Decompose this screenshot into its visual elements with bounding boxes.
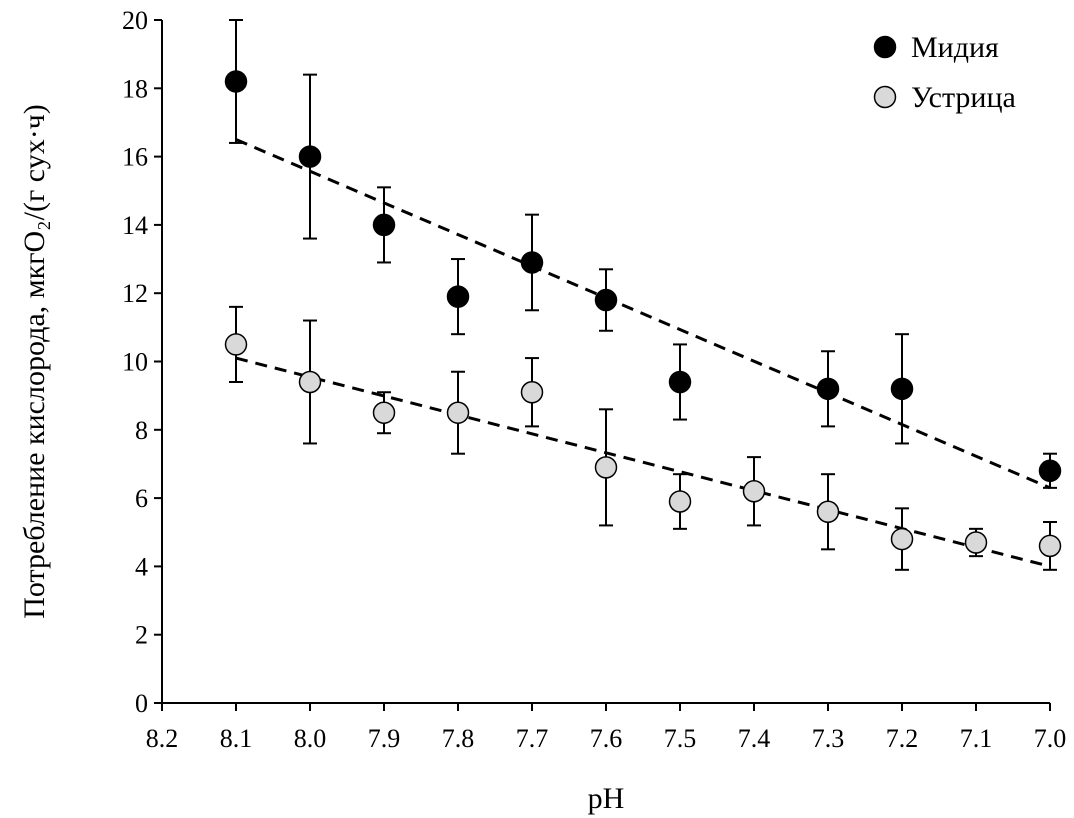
x-tick-label: 8.1 (220, 724, 253, 753)
data-point-series-0 (1040, 460, 1061, 481)
y-tick-label: 14 (122, 211, 148, 240)
x-axis-title: pH (588, 782, 625, 815)
y-axis-title: Потребление кислорода, мкгO₂/(г сух·ч) (18, 104, 51, 619)
legend-marker (875, 37, 896, 58)
legend-marker (875, 87, 896, 108)
data-point-series-1 (744, 481, 765, 502)
data-point-series-1 (818, 501, 839, 522)
x-tick-label: 8.2 (146, 724, 179, 753)
legend-label: Устрица (911, 81, 1016, 114)
trend-lines (236, 140, 1050, 567)
legend-label: Мидия (911, 31, 999, 64)
trend-line-series-0 (236, 140, 1050, 488)
y-tick-label: 0 (135, 689, 148, 718)
x-tick-label: 8.0 (294, 724, 327, 753)
x-tick-label: 7.5 (664, 724, 697, 753)
y-tick-label: 20 (122, 6, 148, 35)
y-tick-label: 18 (122, 74, 148, 103)
x-tick-label: 7.4 (738, 724, 771, 753)
data-point-series-0 (892, 378, 913, 399)
x-tick-label: 7.2 (886, 724, 919, 753)
x-tick-label: 7.0 (1034, 724, 1067, 753)
legend-item: Мидия (875, 31, 1000, 64)
data-point-series-1 (670, 491, 691, 512)
x-tick-label: 7.7 (516, 724, 549, 753)
y-tick-label: 2 (135, 621, 148, 650)
y-tick-label: 8 (135, 416, 148, 445)
x-tick-label: 7.9 (368, 724, 401, 753)
y-tick-label: 16 (122, 143, 148, 172)
y-tick-label: 4 (135, 552, 148, 581)
y-tick-label: 10 (122, 348, 148, 377)
legend-item: Устрица (875, 81, 1016, 114)
data-point-series-1 (522, 382, 543, 403)
data-point-series-1 (966, 532, 987, 553)
data-point-series-1 (300, 371, 321, 392)
data-point-series-1 (596, 457, 617, 478)
data-point-series-1 (448, 402, 469, 423)
data-point-series-1 (1040, 535, 1061, 556)
data-point-series-1 (892, 529, 913, 550)
data-point-series-0 (596, 290, 617, 311)
y-tick-label: 6 (135, 484, 148, 513)
data-point-series-0 (818, 378, 839, 399)
x-tick-label: 7.6 (590, 724, 623, 753)
legend: Мидия Устрица (875, 31, 1016, 114)
data-point-series-1 (374, 402, 395, 423)
data-point-series-0 (522, 252, 543, 273)
x-tick-label: 7.8 (442, 724, 475, 753)
y-tick-label: 12 (122, 279, 148, 308)
axes: 0 2 4 6 8 10 12 14 16 18 20 8.2 8.1 8.0 7.9 7.8 7.7 7.6 7.… (122, 6, 1066, 753)
data-point-series-0 (300, 146, 321, 167)
data-point-series-1 (226, 334, 247, 355)
data-point-series-0 (374, 214, 395, 235)
data-point-series-0 (670, 371, 691, 392)
x-tick-label: 7.1 (960, 724, 993, 753)
data-point-series-0 (448, 286, 469, 307)
trend-line-series-1 (236, 358, 1050, 566)
x-tick-label: 7.3 (812, 724, 845, 753)
data-point-series-0 (226, 71, 247, 92)
